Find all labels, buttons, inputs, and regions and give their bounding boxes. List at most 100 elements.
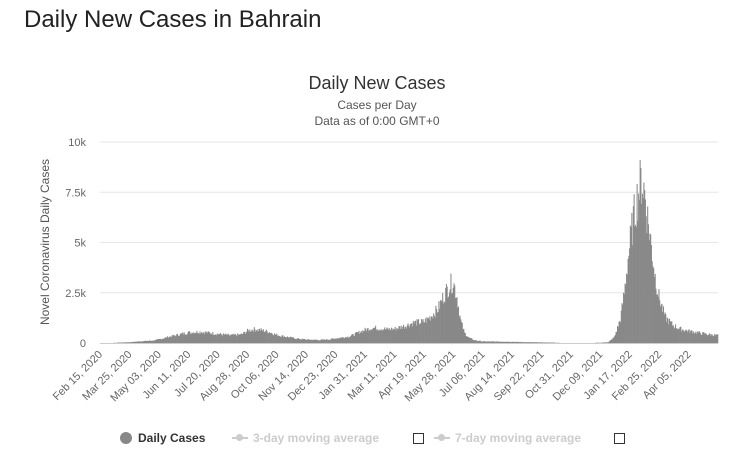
- daily-case-bar: [610, 339, 613, 343]
- daily-case-bar: [237, 333, 239, 343]
- daily-case-bar: [344, 338, 346, 343]
- daily-case-bar: [387, 329, 389, 343]
- daily-case-bar: [148, 340, 150, 343]
- daily-case-bar: [407, 323, 409, 343]
- legend-dot-icon: [120, 432, 132, 444]
- legend-item-7-day-average[interactable]: 7-day moving average: [434, 428, 581, 448]
- daily-case-bar: [324, 339, 326, 343]
- daily-case-bar: [629, 225, 631, 343]
- daily-case-bar: [226, 335, 228, 343]
- daily-case-bar: [283, 337, 285, 343]
- daily-case-bar: [485, 341, 487, 343]
- daily-case-bar: [354, 332, 356, 343]
- daily-case-bar: [436, 312, 438, 343]
- daily-case-bar: [322, 339, 324, 343]
- daily-case-bar: [396, 328, 398, 343]
- daily-case-bar: [346, 337, 348, 343]
- daily-case-bar: [434, 317, 436, 343]
- daily-case-bar: [249, 329, 251, 343]
- daily-case-bar: [502, 341, 504, 343]
- daily-case-bar: [179, 333, 181, 343]
- daily-case-bar: [402, 326, 404, 343]
- daily-case-bar: [487, 341, 489, 343]
- daily-case-bar: [167, 336, 169, 343]
- daily-case-bar: [399, 326, 401, 343]
- daily-case-bar: [308, 339, 310, 343]
- daily-case-bar: [362, 330, 364, 343]
- daily-case-bar: [257, 329, 259, 343]
- daily-case-bar: [503, 341, 506, 343]
- daily-case-bar: [276, 333, 278, 343]
- daily-case-bar: [363, 331, 365, 343]
- daily-case-bar: [445, 284, 447, 343]
- daily-case-bar: [702, 332, 704, 343]
- legend-item-daily-cases[interactable]: Daily Cases: [120, 428, 205, 448]
- daily-case-bar: [694, 333, 696, 343]
- daily-case-bar: [375, 325, 377, 343]
- daily-case-bar: [141, 341, 143, 343]
- daily-case-bar: [607, 342, 610, 343]
- daily-case-bar: [422, 319, 424, 343]
- daily-case-bar: [308, 339, 310, 343]
- daily-case-bar: [147, 340, 149, 343]
- daily-case-bar: [373, 327, 375, 343]
- daily-case-bar: [149, 340, 151, 343]
- daily-case-bar: [381, 330, 383, 343]
- daily-case-bar: [394, 326, 396, 343]
- daily-case-bar: [676, 328, 678, 343]
- daily-case-bar: [437, 312, 439, 343]
- daily-case-bar: [340, 338, 342, 343]
- daily-case-bar: [164, 337, 166, 343]
- daily-case-bar: [136, 341, 138, 343]
- daily-case-bar: [164, 338, 166, 343]
- daily-case-bar: [547, 342, 549, 343]
- daily-case-bar: [367, 328, 369, 343]
- daily-case-bar: [540, 342, 542, 343]
- daily-case-bar: [144, 340, 146, 343]
- daily-case-bar: [657, 296, 659, 343]
- daily-case-bar: [151, 340, 153, 343]
- daily-case-bar: [498, 341, 500, 343]
- checkbox-3-day-average[interactable]: [413, 433, 424, 444]
- daily-case-bar: [412, 326, 414, 343]
- daily-case-bar: [311, 339, 313, 343]
- daily-case-bar: [529, 342, 531, 343]
- daily-case-bar: [204, 331, 206, 343]
- daily-case-bar: [527, 342, 529, 343]
- daily-case-bar: [182, 334, 184, 343]
- daily-case-bar: [121, 342, 123, 343]
- daily-case-bar: [195, 332, 197, 343]
- daily-case-bar: [656, 294, 658, 343]
- daily-case-bar: [155, 339, 157, 343]
- daily-case-bar: [262, 329, 264, 343]
- daily-case-bar: [716, 335, 718, 343]
- daily-case-bar: [159, 338, 161, 343]
- daily-case-bar: [506, 341, 509, 343]
- daily-case-bar: [356, 332, 358, 343]
- daily-case-bar: [606, 342, 608, 343]
- daily-case-bar: [439, 308, 441, 343]
- daily-case-bar: [411, 323, 413, 343]
- daily-case-bar: [230, 334, 232, 343]
- daily-case-bar: [124, 342, 126, 343]
- legend-item-3-day-average[interactable]: 3-day moving average: [232, 428, 379, 448]
- daily-case-bar: [459, 315, 461, 343]
- daily-case-bar: [351, 334, 353, 343]
- daily-case-bar: [674, 328, 676, 343]
- daily-case-bar: [662, 306, 665, 343]
- daily-case-bar: [706, 335, 708, 343]
- daily-case-bar: [707, 335, 709, 343]
- daily-case-bar: [655, 288, 657, 343]
- daily-case-bar: [639, 160, 641, 343]
- daily-case-bar: [400, 325, 402, 343]
- checkbox-7-day-average[interactable]: [614, 433, 625, 444]
- daily-case-bar: [659, 300, 661, 343]
- daily-case-bar: [616, 331, 618, 343]
- daily-case-bar: [699, 331, 701, 343]
- daily-case-bar: [237, 334, 239, 343]
- daily-case-bar: [240, 333, 242, 343]
- daily-case-bar: [538, 342, 540, 343]
- daily-case-bar: [161, 339, 163, 343]
- daily-case-bar: [528, 342, 530, 343]
- daily-case-bar: [171, 334, 173, 343]
